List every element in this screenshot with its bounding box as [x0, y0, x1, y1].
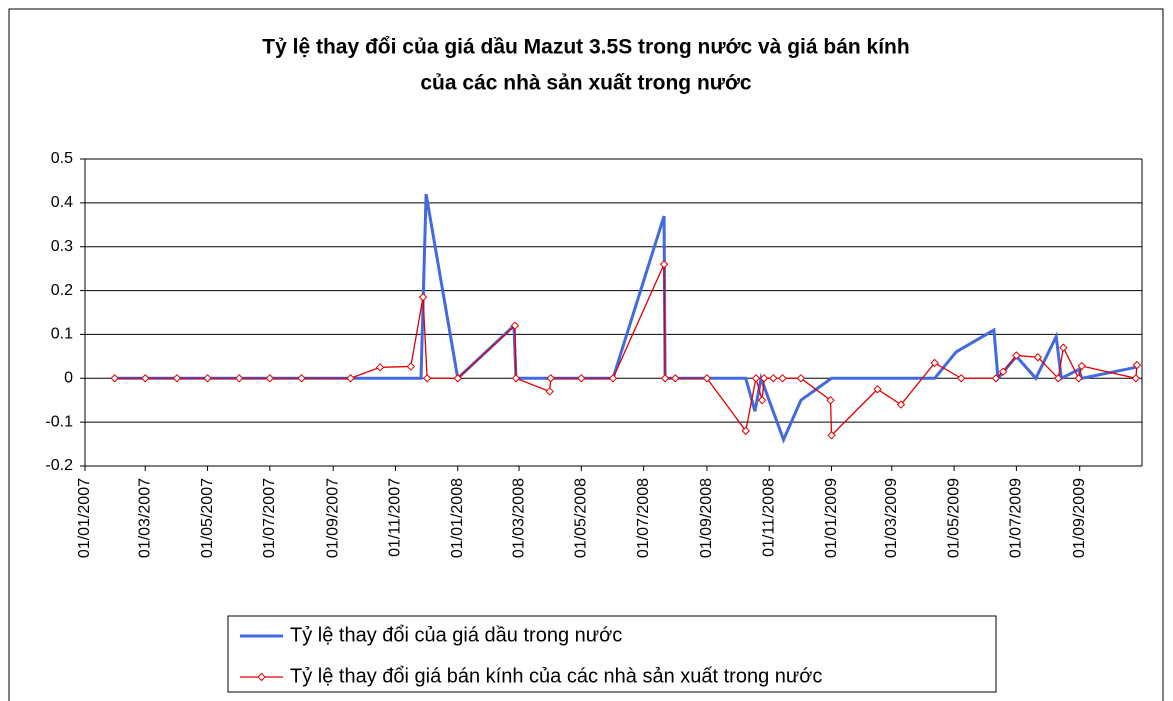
data-point — [418, 292, 428, 302]
data-point — [1131, 374, 1141, 383]
x-tick-label: 01/03/2008 — [510, 478, 527, 558]
x-tick-label: 01/01/2007 — [76, 478, 93, 558]
data-point — [545, 387, 554, 396]
data-point — [346, 374, 355, 383]
chart-frame — [8, 8, 1164, 701]
x-tick-label: 01/09/2007 — [324, 478, 341, 558]
y-tick-label: 0.1 — [51, 326, 73, 343]
legend — [227, 615, 997, 693]
data-point — [957, 374, 966, 383]
data-point — [375, 363, 385, 372]
x-tick-label: 01/11/2007 — [387, 478, 404, 557]
data-point — [297, 374, 306, 383]
data-point — [702, 374, 712, 383]
data-point — [1059, 343, 1068, 352]
data-point — [751, 374, 761, 383]
y-tick-label: 0.3 — [51, 238, 73, 255]
y-tick-label: 0.5 — [51, 150, 73, 167]
legend-label: Tỷ lệ thay đổi giá bán kính của các nhà … — [290, 665, 822, 687]
chart-subtitle: của các nhà sản xuất trong nước — [420, 72, 752, 95]
x-tick-label: 01/01/2009 — [823, 478, 840, 558]
x-tick-label: 01/09/2008 — [698, 478, 715, 558]
data-point — [453, 374, 462, 383]
data-point — [930, 358, 939, 368]
data-point — [998, 367, 1008, 376]
data-point — [141, 374, 150, 383]
data-point — [1132, 360, 1142, 370]
data-line — [114, 263, 1138, 437]
data-point — [826, 396, 835, 405]
data-line — [114, 193, 1137, 444]
data-point — [546, 374, 555, 383]
x-tick-label: 01/03/2007 — [136, 478, 153, 558]
x-tick-label: 01/07/2007 — [261, 478, 278, 558]
data-point — [769, 374, 778, 383]
data-point — [422, 374, 432, 383]
x-tick-label: 01/05/2008 — [573, 478, 590, 558]
data-point — [660, 374, 670, 383]
x-tick-label: 01/01/2008 — [449, 478, 466, 558]
legend-marker — [257, 672, 266, 682]
data-point — [671, 374, 680, 383]
x-tick-label: 01/03/2009 — [883, 478, 900, 558]
y-tick-label: 0.2 — [51, 282, 73, 299]
data-point — [510, 321, 520, 330]
y-tick-label: 0 — [64, 370, 73, 387]
chart-title: Tỷ lệ thay đổi của giá dầu Mazut 3.5S tr… — [262, 36, 909, 59]
data-point — [235, 374, 244, 383]
data-point — [991, 374, 1001, 383]
data-point — [1012, 351, 1021, 360]
data-point — [1074, 374, 1083, 383]
data-point — [1033, 353, 1043, 362]
data-point — [265, 374, 275, 383]
data-point — [741, 426, 750, 436]
y-tick-label: -0.2 — [45, 457, 73, 474]
x-tick-label: 01/05/2009 — [945, 478, 962, 558]
data-point — [827, 431, 836, 440]
data-point — [896, 400, 906, 409]
data-point — [659, 260, 669, 269]
data-point — [778, 374, 787, 383]
data-point — [1077, 361, 1086, 371]
data-point — [406, 362, 415, 371]
x-tick-label: 01/11/2008 — [760, 478, 777, 557]
data-point — [577, 374, 586, 383]
data-point — [511, 374, 521, 383]
data-point — [110, 374, 119, 383]
y-tick-label: 0.4 — [51, 194, 73, 211]
data-point — [172, 374, 182, 383]
data-point — [203, 374, 212, 383]
data-point — [796, 374, 806, 383]
data-point — [757, 396, 767, 405]
legend-label: Tỷ lệ thay đổi của giá dầu trong nước — [290, 624, 622, 646]
data-point — [608, 374, 618, 383]
x-tick-label: 01/05/2007 — [199, 478, 216, 558]
x-tick-label: 01/07/2008 — [635, 478, 652, 558]
y-tick-label: -0.1 — [45, 413, 73, 430]
x-tick-label: 01/07/2009 — [1008, 478, 1025, 558]
data-point — [759, 374, 769, 383]
data-point — [873, 385, 882, 394]
x-tick-label: 01/09/2009 — [1071, 478, 1088, 558]
data-point — [1054, 374, 1063, 383]
